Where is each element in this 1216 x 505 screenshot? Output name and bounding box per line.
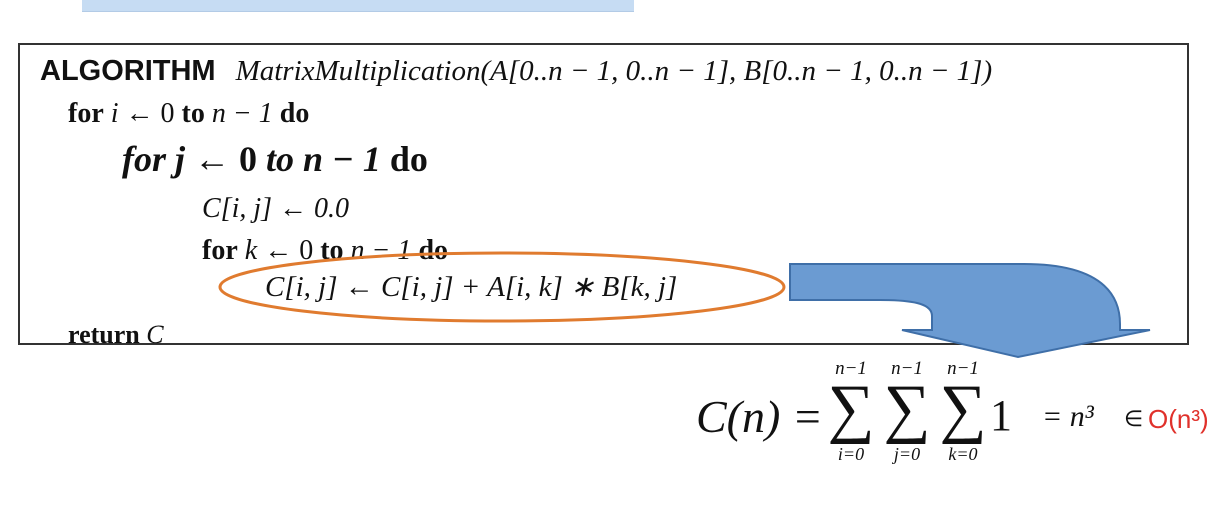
for-keyword: for xyxy=(202,235,238,266)
to-keyword: to xyxy=(181,98,205,129)
loop-start: ← 0 xyxy=(257,235,321,266)
algorithm-box: ALGORITHM MatrixMultiplication(A[0..n − 1… xyxy=(18,43,1189,348)
sigma-symbol: ∑ xyxy=(827,372,875,445)
complexity-formula: C(n) = n−1 ∑ i=0 n−1 ∑ j=0 n−1 ∑ k=0 1 =… xyxy=(696,358,1209,468)
sum-over-k: n−1 ∑ k=0 xyxy=(936,358,990,465)
element-of-symbol: ∈ xyxy=(1124,406,1144,431)
loop-variable: i xyxy=(110,98,119,129)
do-keyword: do xyxy=(389,139,428,179)
sum-upper-bound: n−1 xyxy=(891,358,923,379)
for-k-line: for k ← 0 to n − 1 do xyxy=(202,237,448,265)
summand: 1 xyxy=(990,391,1012,440)
algorithm-signature: MatrixMultiplication(A[0..n − 1, 0..n − … xyxy=(235,55,993,87)
for-keyword: for xyxy=(68,98,104,129)
curved-arrow xyxy=(789,263,1151,359)
formula-lhs: C(n) = xyxy=(696,391,823,442)
update-line: C[i, j] ← C[i, j] + A[i, k] ∗ B[k, j] xyxy=(265,271,678,303)
sum-lower-bound: i=0 xyxy=(837,444,865,464)
for-keyword: for xyxy=(122,139,166,179)
sigma-symbol: ∑ xyxy=(939,372,987,445)
to-keyword: to xyxy=(266,139,295,179)
return-value: C xyxy=(146,320,164,349)
to-keyword: to xyxy=(320,235,344,266)
sum-upper-bound: n−1 xyxy=(835,358,867,379)
loop-variable: j xyxy=(175,139,186,179)
loop-end: n − 1 xyxy=(204,98,280,129)
sum-over-i: n−1 ∑ i=0 xyxy=(824,358,878,465)
highlight-ellipse xyxy=(218,251,786,323)
loop-variable: k xyxy=(244,235,258,266)
sigma-symbol: ∑ xyxy=(883,372,931,445)
complexity-class: O(n³) xyxy=(1148,404,1209,434)
algorithm-header: ALGORITHM MatrixMultiplication(A[0..n − 1… xyxy=(40,57,992,86)
loop-end: n − 1 xyxy=(343,235,419,266)
init-line: C[i, j] ← 0.0 xyxy=(202,193,350,224)
formula-result: = n³ xyxy=(1042,400,1094,433)
loop-start: ← 0 xyxy=(185,139,267,179)
return-keyword: return xyxy=(68,320,140,349)
loop-start: ← 0 xyxy=(118,98,182,129)
for-i-line: for i ← 0 to n − 1 do xyxy=(68,100,309,128)
sum-over-j: n−1 ∑ j=0 xyxy=(880,358,934,465)
sum-lower-bound: j=0 xyxy=(893,444,921,464)
title-banner xyxy=(82,0,634,12)
do-keyword: do xyxy=(279,98,310,129)
do-keyword: do xyxy=(418,235,449,266)
for-j-line: for j ← 0 to n − 1 do xyxy=(122,141,428,177)
algorithm-keyword: ALGORITHM xyxy=(40,55,216,87)
sum-lower-bound: k=0 xyxy=(948,444,978,464)
return-line: return C xyxy=(68,322,164,348)
loop-end: n − 1 xyxy=(294,139,390,179)
sum-upper-bound: n−1 xyxy=(947,358,979,379)
